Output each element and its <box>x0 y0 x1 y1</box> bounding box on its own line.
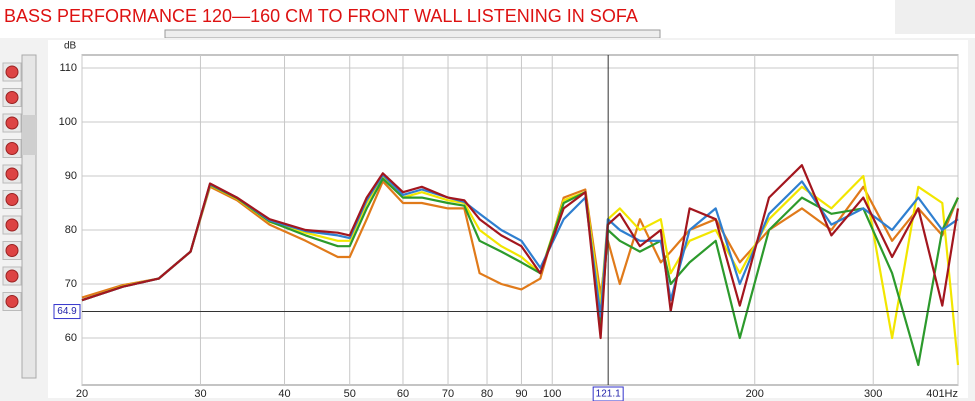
remove-icon <box>5 116 19 130</box>
remove-icon <box>5 91 19 104</box>
x-tick-label: 90 <box>515 388 527 400</box>
x-tick-label: 30 <box>194 388 206 400</box>
x-tick-label: 100 <box>543 388 561 400</box>
x-tick-label: 50 <box>344 388 356 400</box>
x-tick-label: 70 <box>442 388 454 400</box>
remove-icon <box>5 193 19 206</box>
series-line <box>81 164 960 340</box>
y-tick-label: 70 <box>65 278 77 290</box>
x-tick-label: 20 <box>76 388 88 400</box>
y-tick-label: 100 <box>59 116 77 128</box>
cursor-x-label: 121.1 <box>596 389 621 400</box>
toolbar <box>164 29 661 39</box>
scrollbar[interactable] <box>21 54 37 379</box>
y-tick-label: 110 <box>59 62 77 74</box>
series-line <box>81 180 960 299</box>
x-tick-label: 40 <box>278 388 290 400</box>
remove-icon <box>5 167 19 181</box>
chart-title: BASS PERFORMANCE 120—160 CM TO FRONT WAL… <box>4 6 638 26</box>
x-tick-label: 300 <box>864 388 882 400</box>
y-axis-label: dB <box>64 41 77 52</box>
y-tick-label: 60 <box>65 332 77 344</box>
y-tick-label: 80 <box>65 224 77 236</box>
cursor-x-box <box>592 386 624 401</box>
plot-area <box>81 54 959 386</box>
y-tick-label: 90 <box>65 170 77 182</box>
x-tick-label: 60 <box>397 388 409 400</box>
remove-icon <box>5 142 19 155</box>
scroll-thumb[interactable] <box>22 115 36 155</box>
remove-icon <box>5 295 19 308</box>
remove-icon <box>5 244 19 257</box>
x-tick-label: 200 <box>746 388 764 400</box>
cursor-y-box <box>53 304 81 320</box>
x-tick-label: 80 <box>481 388 493 400</box>
cursor-y-label: 64.9 <box>57 306 77 317</box>
x-tick-label: 401Hz <box>926 388 958 400</box>
toolbar-corner <box>895 0 975 34</box>
remove-icon <box>5 65 19 79</box>
remove-icon <box>5 269 19 283</box>
remove-icon <box>5 218 19 232</box>
